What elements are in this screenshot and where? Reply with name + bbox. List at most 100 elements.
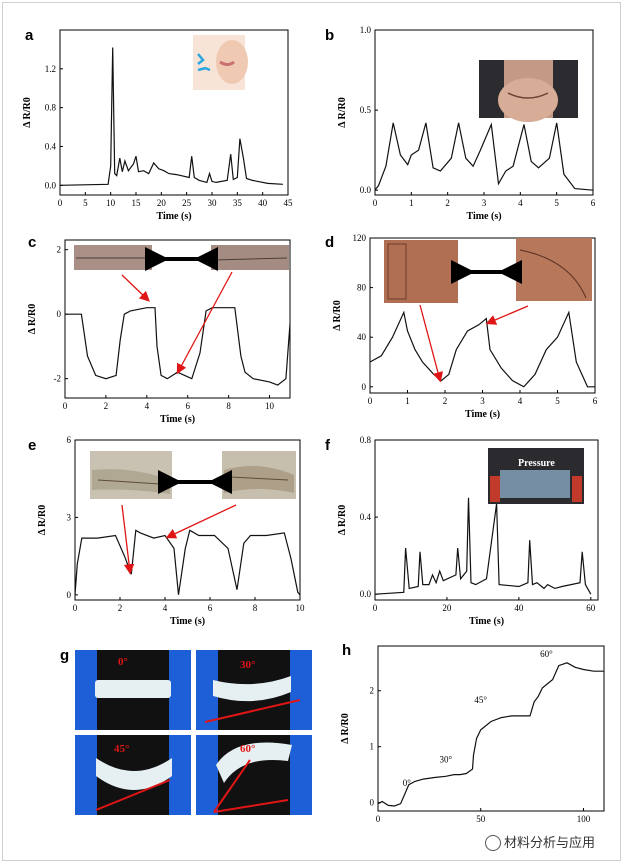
x-tick-label: 6 [208, 603, 213, 613]
x-tick-label: 8 [226, 401, 231, 411]
chart-b: b 0 1 2 3 4 5 6 0.0 0.5 1.0 Time (s) Δ R/R0 [325, 25, 596, 222]
x-tick-label: 2 [118, 603, 123, 613]
x-tick-label: 6 [185, 401, 190, 411]
x-tick-label: 3 [482, 198, 487, 208]
chart-d: d 0 1 2 3 4 5 6 0 40 80 120 Time (s) Δ R/R0 [325, 233, 598, 420]
y-tick-label: 6 [67, 435, 72, 445]
plot-frame [377, 645, 605, 812]
angle-annotation: 30° [439, 754, 452, 764]
chart-c: c 0 2 4 6 8 10 -2 0 2 Time (s) Δ R/R0 [27, 234, 291, 425]
series-line [374, 122, 594, 191]
series-line [65, 307, 291, 386]
y-tick-label: 2 [57, 245, 62, 255]
panel-letter-g: g [60, 647, 69, 664]
y-tick-label: 3 [67, 512, 72, 522]
watermark: 材料分析与应用 [484, 832, 595, 851]
inset-d-skin-photos [384, 238, 592, 303]
panel-letter-f: f [325, 437, 331, 454]
g-angle-30: 30° [240, 659, 255, 671]
y-axis-title: Δ R/R0 [340, 713, 351, 743]
inset-c-skin-photos [74, 245, 289, 271]
x-tick-label: 4 [145, 401, 150, 411]
plot-frame [374, 439, 599, 601]
x-axis-title: Time (s) [469, 616, 504, 627]
y-tick-label: -2 [54, 374, 62, 384]
x-axis-title: Time (s) [465, 409, 500, 420]
panel-letter-d: d [325, 234, 334, 251]
x-tick-label: 25 [182, 198, 192, 208]
x-tick-label: 4 [518, 396, 523, 406]
x-tick-label: 3 [480, 396, 485, 406]
x-tick-label: 10 [106, 198, 116, 208]
series-line [377, 662, 604, 807]
pressure-label: Pressure [518, 458, 555, 469]
angle-annotation: 0° [403, 778, 412, 788]
y-tick-label: 0.0 [360, 589, 372, 599]
panel-g-photos: 0° 30° 45° 60° [75, 650, 312, 815]
x-tick-label: 5 [83, 198, 88, 208]
plot-frame [59, 29, 289, 196]
x-tick-label: 10 [265, 401, 275, 411]
y-tick-label: 1.0 [360, 25, 372, 35]
g-angle-0: 0° [118, 656, 128, 668]
panel-letter-c: c [28, 234, 36, 251]
x-tick-label: 5 [555, 396, 560, 406]
x-tick-label: 15 [132, 198, 142, 208]
y-tick-label: 0.0 [45, 180, 57, 190]
x-tick-label: 4 [163, 603, 168, 613]
x-tick-label: 2 [104, 401, 109, 411]
series-line [374, 497, 592, 595]
series-line [59, 47, 283, 186]
red-arrows [121, 271, 529, 575]
x-tick-label: 0 [73, 603, 78, 613]
series-line [74, 529, 301, 596]
x-tick-label: 5 [554, 198, 559, 208]
y-tick-label: 0.4 [360, 512, 372, 522]
x-tick-label: 6 [591, 198, 596, 208]
y-tick-label: 0.8 [360, 435, 372, 445]
panel-letter-e: e [28, 437, 36, 454]
x-tick-label: 35 [233, 198, 243, 208]
inset-a-face-photo [193, 35, 248, 90]
y-tick-label: 0 [370, 798, 375, 808]
inset-b-neck-photo [479, 60, 578, 122]
watermark-text: 材料分析与应用 [503, 835, 595, 851]
series-line [369, 310, 595, 388]
angle-annotation: 60° [540, 649, 553, 659]
angle-annotation: 45° [474, 695, 487, 705]
y-tick-label: 1 [370, 742, 375, 752]
inset-e-glove-photos [90, 451, 296, 499]
chart-h: h 0 50 100 0 1 2 Δ R/R0 0° 30° 45° 60° [340, 642, 605, 824]
x-axis-title: Time (s) [156, 211, 191, 222]
x-tick-label: 8 [253, 603, 258, 613]
y-tick-label: 0 [362, 382, 367, 392]
x-tick-label: 0 [373, 603, 378, 613]
inset-f-pressure-photo: Pressure [488, 448, 584, 504]
y-tick-label: 120 [353, 233, 367, 243]
x-tick-label: 0 [373, 198, 378, 208]
x-axis-title: Time (s) [160, 414, 195, 425]
x-tick-label: 30 [208, 198, 218, 208]
y-axis-title: Δ R/R0 [337, 97, 348, 127]
y-tick-label: 0.0 [360, 185, 372, 195]
wechat-icon [484, 835, 501, 851]
y-tick-label: 0 [57, 309, 62, 319]
chart-f: f 0 20 40 60 0.0 0.4 0.8 Time (s) Δ R/R0 [325, 435, 599, 627]
x-tick-label: 0 [368, 396, 373, 406]
x-tick-label: 6 [593, 396, 598, 406]
y-axis-title: Δ R/R0 [332, 300, 343, 330]
y-axis-title: Δ R/R0 [22, 97, 33, 127]
y-axis-title: Δ R/R0 [37, 505, 48, 535]
x-axis-title: Time (s) [170, 616, 205, 627]
x-tick-label: 1 [409, 198, 414, 208]
x-tick-label: 20 [157, 198, 167, 208]
g-angle-60: 60° [240, 743, 255, 755]
x-tick-label: 40 [258, 198, 268, 208]
x-tick-label: 40 [514, 603, 524, 613]
x-tick-label: 2 [445, 198, 450, 208]
plot-frame [74, 439, 301, 601]
y-axis-title: Δ R/R0 [27, 304, 38, 334]
x-tick-label: 10 [296, 603, 306, 613]
